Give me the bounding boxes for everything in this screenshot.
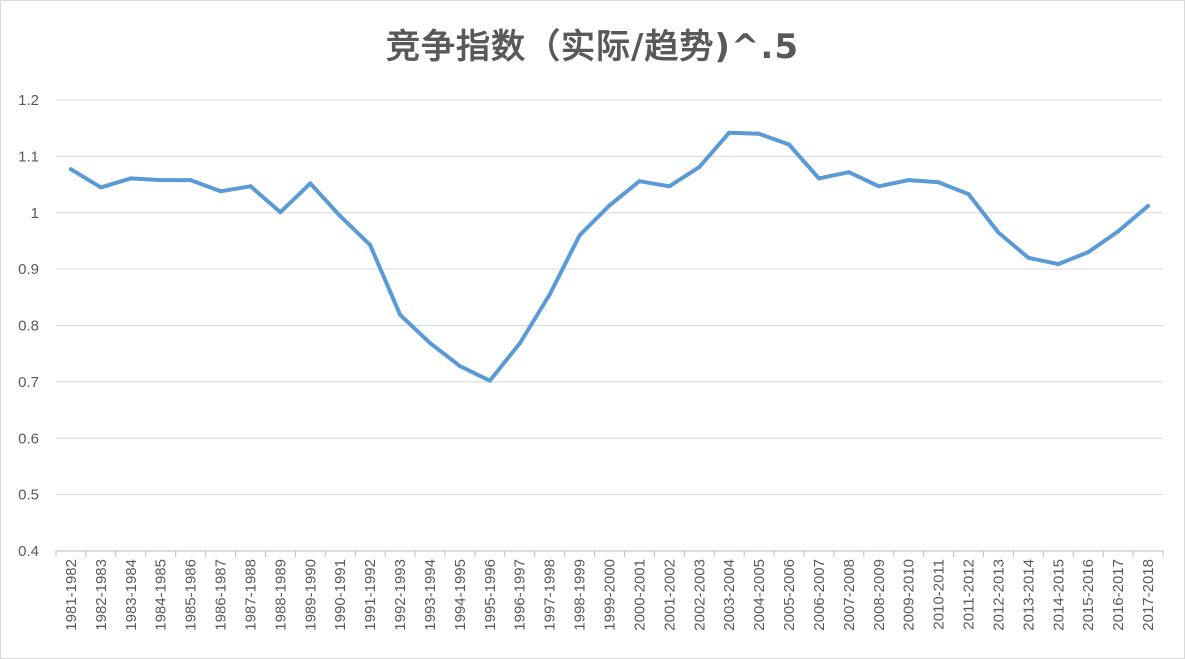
data-point xyxy=(1056,262,1061,267)
data-point xyxy=(248,184,253,189)
data-point xyxy=(966,192,971,197)
data-point xyxy=(547,292,552,297)
data-point xyxy=(697,165,702,170)
data-point xyxy=(98,185,103,190)
data-point xyxy=(487,378,492,383)
y-tick-label: 0.9 xyxy=(18,261,39,278)
x-tick-label: 1984-1985 xyxy=(153,559,170,631)
x-tick-label: 2010-2011 xyxy=(931,559,948,630)
y-tick-label: 0.7 xyxy=(18,374,39,391)
data-point xyxy=(218,189,223,194)
data-point xyxy=(577,233,582,238)
data-point xyxy=(906,178,911,183)
data-point xyxy=(188,178,193,183)
x-tick-label: 2000-2001 xyxy=(631,559,648,631)
x-tick-label: 2014-2015 xyxy=(1050,559,1067,631)
x-tick-label: 1981-1982 xyxy=(63,559,80,631)
series-line xyxy=(69,130,1150,383)
data-point xyxy=(128,176,133,181)
x-tick-label: 2009-2010 xyxy=(901,559,918,631)
data-point xyxy=(787,142,791,147)
data-point xyxy=(757,131,762,136)
y-tick-label: 1.2 xyxy=(18,92,39,109)
data-point xyxy=(69,167,73,172)
x-tick-label: 2003-2004 xyxy=(721,559,738,631)
x-tick-label: 1996-1997 xyxy=(512,559,529,631)
y-tick-label: 0.6 xyxy=(18,430,39,447)
data-point xyxy=(816,176,821,181)
x-tick-label: 2011-2012 xyxy=(961,559,978,630)
data-point xyxy=(936,180,941,185)
data-point xyxy=(1116,229,1121,234)
x-tick-label: 1991-1992 xyxy=(362,559,379,631)
data-point xyxy=(876,184,881,189)
x-tick-label: 1982-1983 xyxy=(93,559,110,631)
x-tick-label: 1992-1993 xyxy=(392,559,409,631)
x-tick-label: 2004-2005 xyxy=(751,559,768,631)
x-tick-label: 2006-2007 xyxy=(811,559,828,631)
data-point xyxy=(996,230,1001,235)
data-point xyxy=(398,312,403,317)
x-axis-ticks: 1981-1982 1982-1983 1983-1984 1984-1985 1985… xyxy=(55,551,1164,631)
data-point xyxy=(457,364,462,369)
x-tick-label: 1994-1995 xyxy=(452,559,469,631)
x-tick-label: 1983-1984 xyxy=(123,559,140,631)
gridlines xyxy=(56,99,1163,552)
data-point xyxy=(1026,255,1031,260)
x-tick-label: 2012-2013 xyxy=(990,559,1007,631)
data-point xyxy=(158,178,163,183)
x-tick-label: 2005-2006 xyxy=(781,559,798,631)
x-tick-label: 2013-2014 xyxy=(1020,559,1037,631)
series-layer xyxy=(69,130,1150,383)
x-tick-label: 1988-1989 xyxy=(272,559,289,631)
data-point xyxy=(338,214,343,219)
data-point xyxy=(278,210,283,215)
data-point xyxy=(727,130,732,135)
data-point xyxy=(637,179,642,184)
x-tick-label: 2015-2016 xyxy=(1080,559,1097,631)
x-tick-label: 1997-1998 xyxy=(542,559,559,631)
y-tick-label: 0.5 xyxy=(18,487,39,504)
x-tick-label: 2002-2003 xyxy=(691,559,708,631)
x-tick-label: 1990-1991 xyxy=(332,559,349,631)
x-tick-label: 2016-2017 xyxy=(1110,559,1127,631)
y-axis-ticks: 0.4 0.5 0.6 0.7 0.8 0.9 1 1.1 1.2 xyxy=(18,92,39,560)
data-point xyxy=(846,170,851,175)
data-point xyxy=(1086,250,1091,255)
x-tick-label: 2017-2018 xyxy=(1140,559,1157,631)
y-tick-label: 0.8 xyxy=(18,318,39,335)
x-tick-label: 1989-1990 xyxy=(302,559,319,631)
data-point xyxy=(428,341,432,345)
data-point xyxy=(1146,204,1150,208)
y-tick-label: 0.4 xyxy=(18,543,39,560)
y-tick-label: 1 xyxy=(31,205,39,222)
data-point xyxy=(607,203,612,208)
chart-title: 竞争指数（实际/趋势)^.5 xyxy=(385,27,800,67)
data-point xyxy=(517,341,522,346)
y-tick-label: 1.1 xyxy=(18,148,39,165)
x-tick-label: 1995-1996 xyxy=(482,559,499,631)
x-tick-label: 2001-2002 xyxy=(661,559,678,631)
x-tick-label: 1985-1986 xyxy=(183,559,200,631)
x-tick-label: 1993-1994 xyxy=(422,559,439,631)
x-tick-label: 2007-2008 xyxy=(841,559,858,631)
x-tick-label: 1986-1987 xyxy=(213,559,230,631)
x-tick-label: 1998-1999 xyxy=(572,559,589,631)
x-tick-label: 2008-2009 xyxy=(871,559,888,631)
x-tick-label: 1999-2000 xyxy=(602,559,619,631)
data-point xyxy=(667,184,672,189)
x-tick-label: 1987-1988 xyxy=(242,559,259,631)
data-point xyxy=(368,242,373,247)
data-point xyxy=(308,181,313,186)
